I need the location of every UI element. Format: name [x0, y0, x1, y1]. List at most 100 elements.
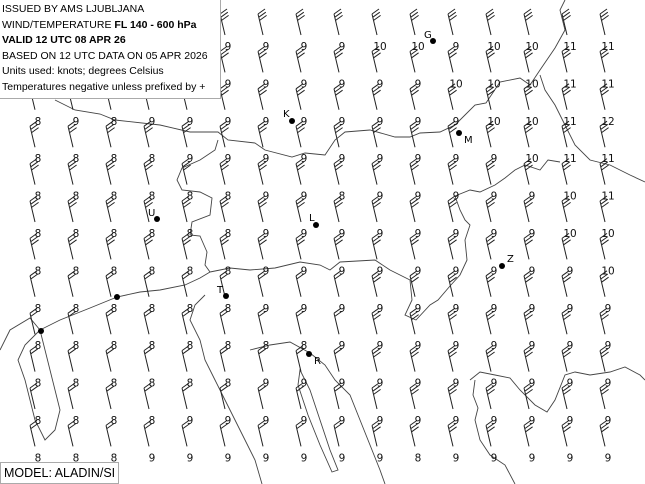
wind-barb: [371, 120, 381, 148]
wind-barb: [447, 158, 457, 185]
temperature-value: 9: [453, 116, 460, 128]
wind-barb: [143, 382, 153, 410]
hungary-border: [454, 159, 561, 197]
wind-barb: [219, 83, 229, 110]
temperature-value: 8: [225, 303, 232, 315]
temperature-value: 9: [453, 378, 460, 390]
temperature-value: 9: [567, 340, 574, 352]
station-t[interactable]: T: [216, 285, 229, 299]
wind-barb: [219, 158, 229, 185]
temperature-value: 8: [339, 191, 346, 203]
wind-barb: [105, 120, 115, 148]
station-l[interactable]: L: [309, 213, 319, 228]
wind-barb: [371, 270, 381, 297]
temperature-value: 8: [35, 228, 42, 240]
wind-barb: [219, 307, 229, 335]
station-r[interactable]: R: [306, 351, 321, 367]
wind-barb: [447, 270, 457, 297]
wind-barb: [523, 419, 533, 447]
temperature-value: 9: [605, 340, 612, 352]
svg-text:L: L: [309, 213, 315, 224]
wind-barb: [219, 345, 229, 372]
wind-barb: [371, 158, 381, 185]
temperature-value: 9: [301, 153, 308, 165]
temperature-value: 9: [263, 452, 270, 464]
temperature-value: 9: [529, 265, 536, 277]
temperature-value: 9: [301, 415, 308, 427]
wind-barb: [257, 83, 267, 110]
temperature-value: 9: [377, 452, 384, 464]
wind-barb: [371, 382, 381, 410]
wind-barb: [523, 345, 533, 372]
temperature-value: 11: [563, 41, 576, 53]
temperature-value: 9: [263, 191, 270, 203]
city-marker: [38, 328, 44, 334]
wind-barb: [295, 270, 305, 297]
temperature-value: 9: [187, 116, 194, 128]
temperature-value: 9: [339, 153, 346, 165]
wind-barb: [371, 8, 381, 36]
wind-barb: [105, 419, 115, 447]
station-z[interactable]: Z: [499, 254, 514, 269]
wind-barb: [295, 158, 305, 185]
valid-time-text: VALID 12 UTC 08 APR 26: [2, 34, 126, 46]
temperature-value: 10: [525, 153, 538, 165]
temperature-value: 9: [377, 340, 384, 352]
wind-barb: [409, 382, 419, 410]
temperature-value: 9: [339, 265, 346, 277]
station-u[interactable]: U: [148, 208, 160, 222]
wind-barb: [181, 158, 191, 185]
wind-barb: [371, 45, 381, 73]
temperature-value: 9: [529, 303, 536, 315]
temperature-value: 9: [605, 452, 612, 464]
wind-barb: [561, 158, 571, 185]
wind-barb: [105, 307, 115, 335]
wind-barb: [257, 8, 267, 36]
temperature-value: 8: [73, 452, 80, 464]
temperature-value: 9: [263, 265, 270, 277]
station-m[interactable]: M: [456, 130, 473, 146]
temperature-value: 9: [605, 415, 612, 427]
wind-barb: [599, 120, 609, 148]
temperature-value: 8: [111, 415, 118, 427]
wind-barb: [105, 195, 115, 223]
temperature-value: 8: [111, 191, 118, 203]
wind-barb: [371, 83, 381, 110]
wind-barb: [29, 345, 39, 372]
station-g[interactable]: G: [424, 30, 436, 44]
temperature-value: 8: [35, 265, 42, 277]
wind-barb: [105, 232, 115, 260]
wind-barb: [29, 307, 39, 335]
temperature-value: 9: [301, 116, 308, 128]
wind-barb: [181, 270, 191, 297]
temperature-value: 9: [377, 228, 384, 240]
temperature-value: 10: [525, 41, 538, 53]
temperature-value: 9: [377, 116, 384, 128]
wind-barb: [523, 270, 533, 297]
temperature-value: 9: [339, 340, 346, 352]
wind-barb: [485, 120, 495, 148]
temperature-value: 9: [415, 415, 422, 427]
station-k[interactable]: K: [283, 109, 295, 124]
wind-barb: [523, 158, 533, 185]
temperature-value: 8: [149, 303, 156, 315]
temperature-value: 8: [73, 303, 80, 315]
wind-barb: [371, 419, 381, 447]
temperature-value: 8: [73, 415, 80, 427]
svg-text:M: M: [464, 135, 473, 146]
wind-barb: [181, 195, 191, 223]
wind-barb: [295, 345, 305, 372]
temperature-value: 8: [73, 191, 80, 203]
temperature-value: 9: [567, 415, 574, 427]
wind-barb: [295, 83, 305, 110]
temperature-value: 9: [339, 452, 346, 464]
temperature-value: 9: [339, 415, 346, 427]
stations: G K M U L Z T R: [38, 30, 514, 367]
temperature-value: 9: [339, 303, 346, 315]
wind-barb: [295, 419, 305, 447]
wind-barb: [105, 382, 115, 410]
temperature-value: 8: [263, 340, 270, 352]
temperature-value: 9: [301, 265, 308, 277]
temperature-value: 9: [453, 41, 460, 53]
temperature-value: 8: [35, 378, 42, 390]
